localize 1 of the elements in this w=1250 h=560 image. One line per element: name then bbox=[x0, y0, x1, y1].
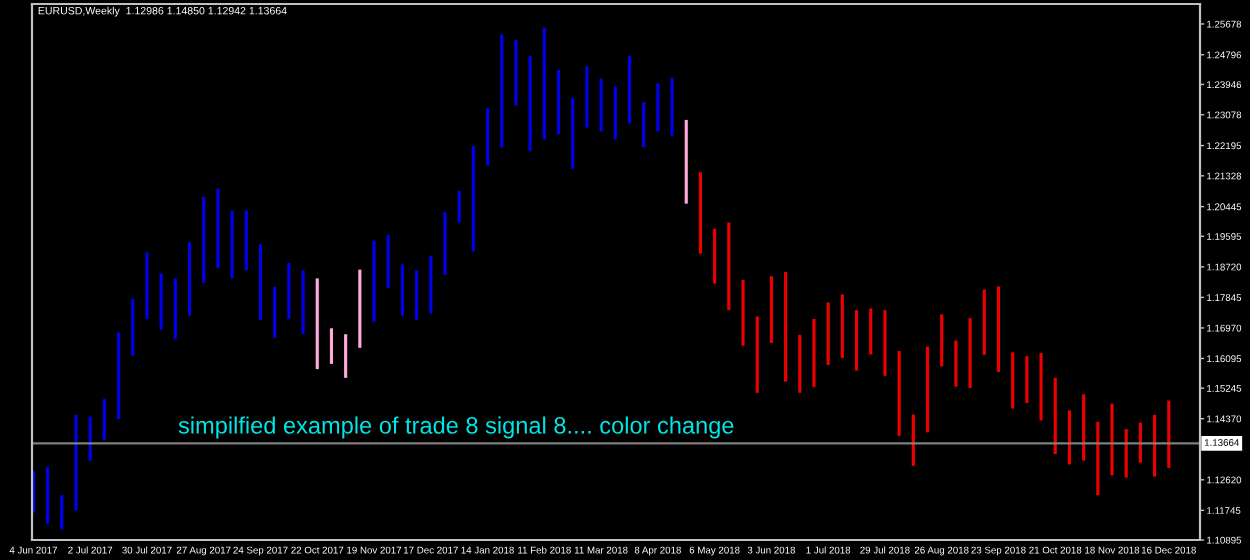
annotation: simpilfied example of trade 8 signal 8.... color change bbox=[178, 416, 734, 439]
